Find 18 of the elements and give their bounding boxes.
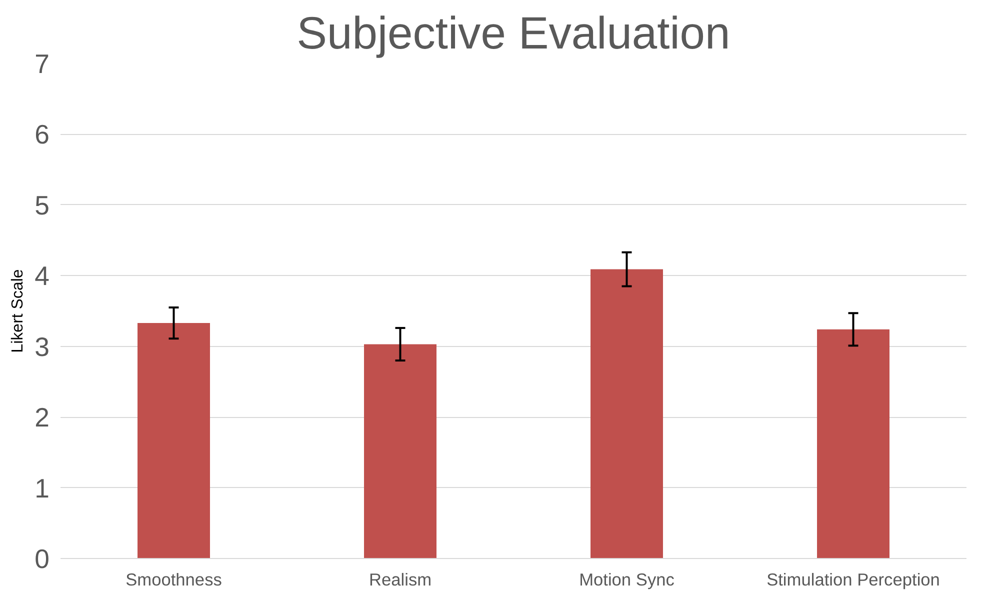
bar [364,344,436,558]
y-axis-title: Likert Scale [10,269,27,353]
x-tick-label: Realism [368,570,432,590]
x-tick-label: Smoothness [126,570,222,590]
y-tick-label: 1 [34,473,50,504]
y-tick-label: 3 [34,332,50,362]
x-tick-label: Stimulation Perception [766,570,940,590]
y-tick-label: 4 [34,261,50,292]
bar [590,269,663,558]
y-tick-label: 7 [34,49,50,79]
chart-title: Subjective Evaluation [296,8,730,58]
y-tick-label: 0 [34,544,50,574]
x-tick-label: Motion Sync [579,570,675,590]
y-tick-label: 5 [34,190,50,220]
y-tick-label: 2 [34,402,50,433]
bar [817,329,890,558]
y-tick-label: 6 [34,120,50,150]
bar [138,323,210,558]
